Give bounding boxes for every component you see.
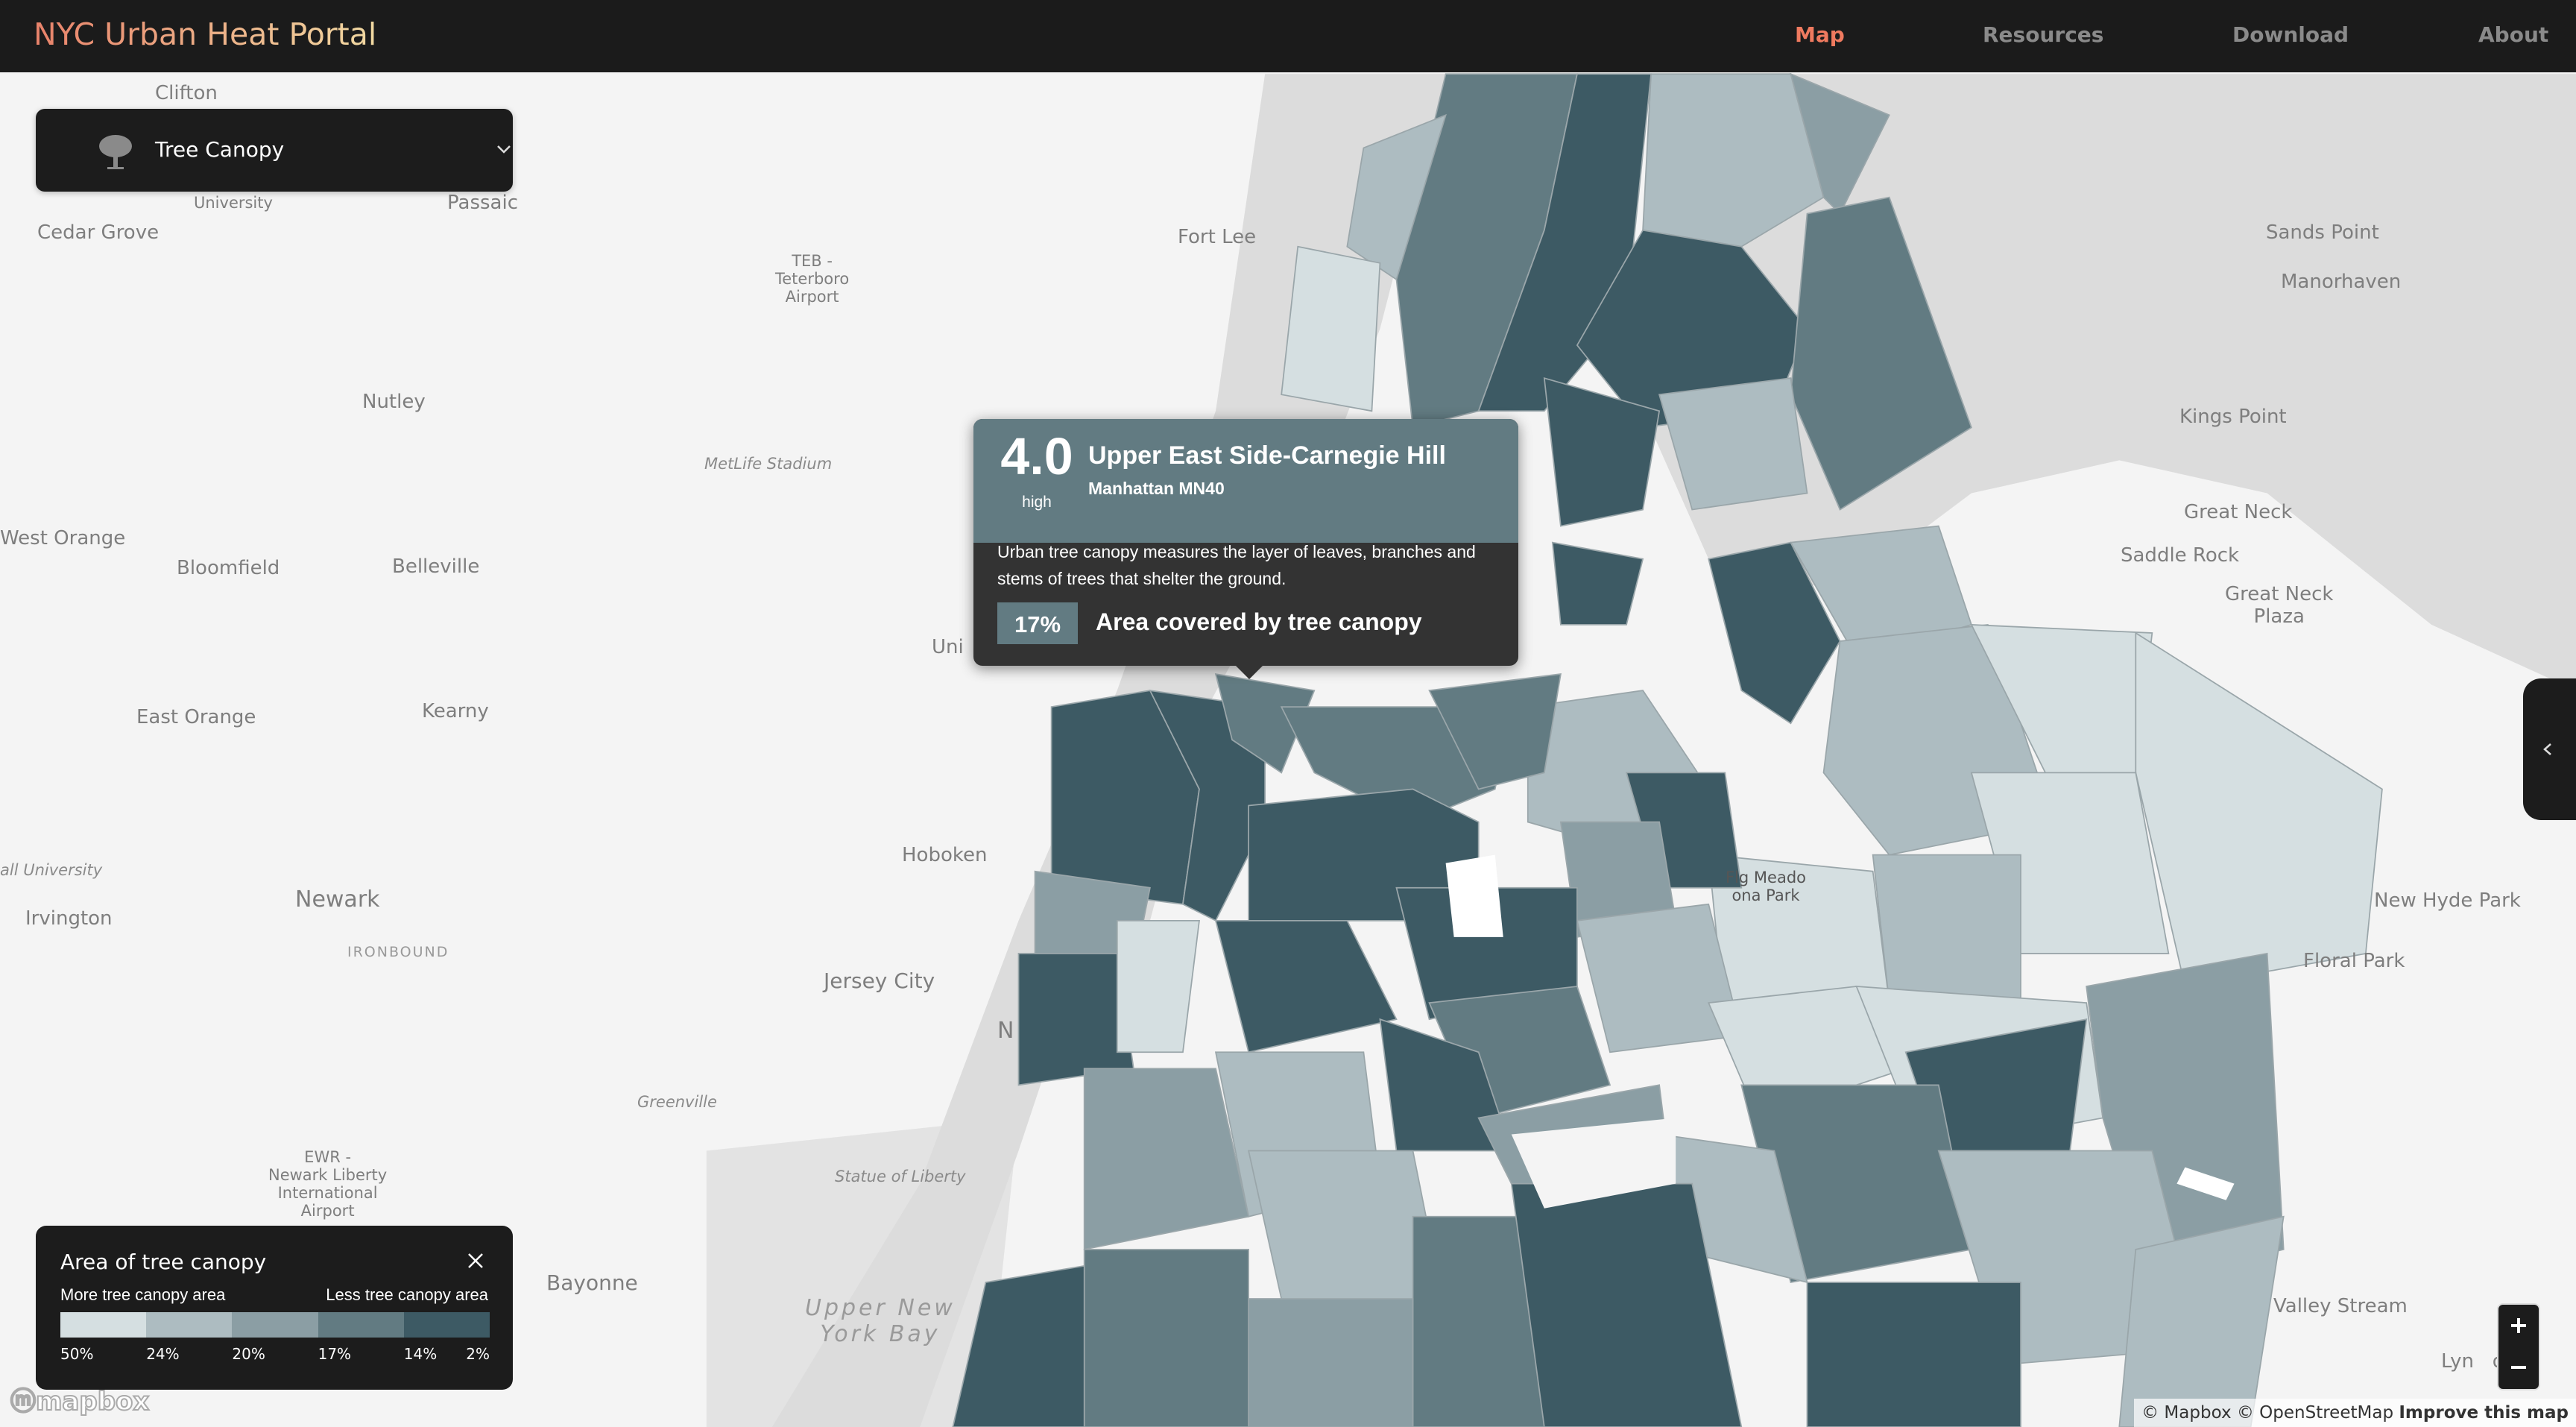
heat-level: high [1022,494,1052,511]
map-label-new-hyde-park: New Hyde Park [2374,889,2521,912]
map-label-passaic: Passaic [447,192,518,214]
map-label-greenville: Greenville [637,1093,717,1111]
heat-score: 4.0 [1000,427,1073,485]
district-name: Manhattan MN40 [1088,479,1225,498]
legend-swatch [403,1312,490,1338]
legend-color-scale [60,1312,490,1338]
metric-value-badge: 17% [997,602,1078,644]
map-label-saddle-rock: Saddle Rock [2121,544,2240,567]
tooltip-header: 4.0 high Upper East Side-Carnegie Hill M… [973,419,1518,543]
close-icon[interactable] [464,1250,487,1272]
chevron-down-icon [497,145,511,154]
map-label-floral-park: Floral Park [2303,950,2405,972]
tree-icon [99,135,132,169]
map-label-nutley: Nutley [362,391,426,413]
top-nav-bar: NYC Urban Heat Portal Map Resources Down… [0,0,2576,72]
metric-label: Area covered by tree canopy [1096,608,1422,635]
map-label-newark: Newark [295,886,380,913]
minus-icon [2511,1366,2526,1369]
neighborhood-polygons[interactable] [952,72,2383,1427]
map-label-kings-point: Kings Point [2179,406,2287,428]
legend-tick-label: 20% [232,1345,265,1363]
side-panel-toggle[interactable] [2523,678,2576,820]
map-label-great-neck-plaza: Great Neck Plaza [2225,583,2334,628]
map-label-ironbound: IRONBOUND [347,944,449,960]
map-attribution: © Mapbox © OpenStreetMap Improve this ma… [2134,1399,2576,1427]
map-legend: Area of tree canopy More tree canopy are… [36,1226,513,1390]
zoom-out-button[interactable] [2498,1346,2539,1388]
map-label-clifton: Clifton [155,82,218,104]
neighborhood-name: Upper East Side-Carnegie Hill [1088,441,1446,470]
legend-swatch [232,1312,318,1338]
map-label-fort-lee: Fort Lee [1178,226,1257,248]
chevron-left-icon [2543,743,2551,755]
metric-description: Urban tree canopy measures the layer of … [997,542,1476,588]
legend-left-label: More tree canopy area [60,1285,226,1304]
map-label-n: N [997,1018,1014,1044]
map-label-all-university: all University [0,861,103,879]
map-label-west-orange: West Orange [0,527,126,549]
layer-select-dropdown[interactable]: Tree Canopy [36,109,513,192]
map-label-hoboken: Hoboken [902,844,988,866]
attribution-mapbox[interactable]: © Mapbox [2141,1403,2232,1423]
zoom-in-button[interactable] [2498,1305,2539,1346]
improve-map-link[interactable]: Improve this map [2399,1403,2569,1423]
mapbox-logo-text: mapbox [35,1386,150,1417]
map-label-cedar-grove: Cedar Grove [37,221,160,244]
zoom-control [2497,1303,2540,1390]
legend-right-label: Less tree canopy area [326,1285,488,1304]
map-label-statue: Statue of Liberty [835,1168,966,1185]
map-label-sands-point: Sands Point [2266,221,2379,244]
map-label-valley-stream: Valley Stream [2273,1295,2408,1317]
map-label-great-neck: Great Neck [2184,501,2293,523]
map-label-bloomfield: Bloomfield [177,557,280,579]
map-label-irvington: Irvington [25,907,113,930]
map-label-kearny: Kearny [422,700,489,722]
nav-map[interactable]: Map [1795,22,1845,47]
legend-tick-label: 17% [318,1345,352,1363]
map-label-teb: TEB - Teterboro Airport [775,252,850,306]
map-label-upper-bay: Upper New York Bay [805,1295,956,1347]
nav-download[interactable]: Download [2232,22,2349,47]
legend-swatch [146,1312,233,1338]
map-label-belleville: Belleville [392,555,480,578]
map-label-manorhaven: Manorhaven [2281,271,2402,293]
neighborhood-tooltip: 4.0 high Upper East Side-Carnegie Hill M… [973,419,1518,679]
map-label-jersey-city: Jersey City [824,968,935,993]
legend-tick-label: 2% [466,1345,490,1363]
legend-swatch [60,1312,147,1338]
legend-tick-label: 14% [403,1345,438,1363]
legend-tick-label: 24% [146,1345,180,1363]
legend-title: Area of tree canopy [60,1250,267,1274]
nav-resources[interactable]: Resources [1983,22,2104,47]
map-label-union-city: Uni [932,636,964,658]
attribution-osm[interactable]: © OpenStreetMap [2236,1403,2394,1423]
legend-swatch [318,1312,404,1338]
map-label-bayonne: Bayonne [546,1270,638,1295]
nav-about[interactable]: About [2478,22,2549,47]
plus-icon [2511,1318,2526,1333]
layer-select-value: Tree Canopy [155,137,285,162]
legend-tick-label: 50% [60,1345,94,1363]
tooltip-pointer [1236,666,1263,679]
mapbox-logo[interactable]: ⓜmapbox [10,1386,150,1417]
legend-ticks: 50% 24% 20% 17% 14% 2% [60,1345,490,1367]
map-label-east-orange: East Orange [136,706,256,728]
map-label-ewr: EWR - Newark Liberty International Airpo… [268,1148,388,1220]
map-label-flushing-meadow: Flg Meado ona Park [1726,869,1807,905]
map-label-university: University [194,194,273,212]
app-title[interactable]: NYC Urban Heat Portal [34,16,377,52]
map-label-metlife: MetLife Stadium [704,455,833,473]
